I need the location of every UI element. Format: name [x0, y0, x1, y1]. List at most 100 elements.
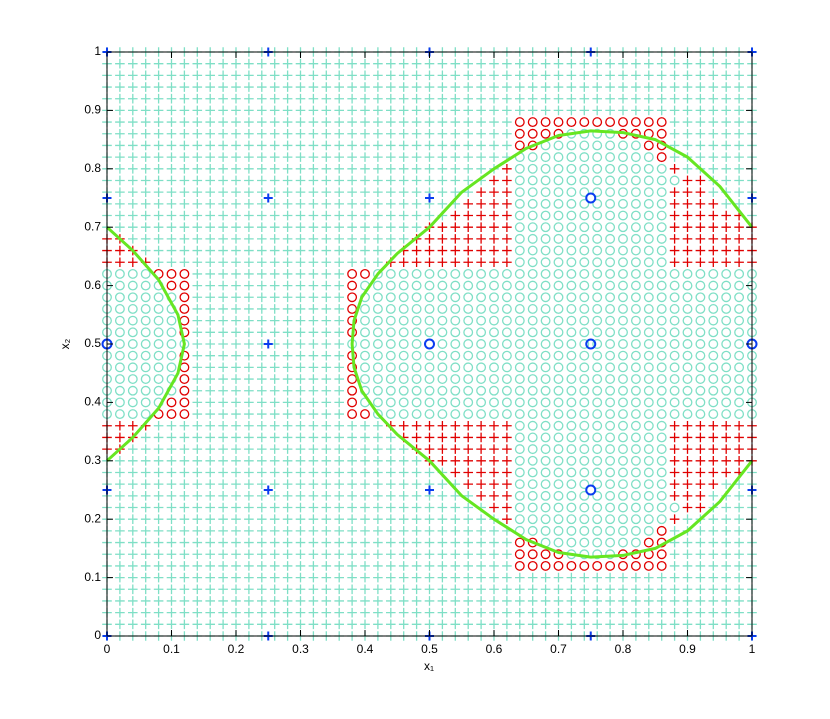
plus-marker [257, 257, 267, 268]
plus-marker [334, 164, 344, 174]
circle-marker [411, 327, 422, 338]
circle-marker [630, 514, 641, 525]
plus-marker [179, 82, 190, 92]
plus-marker [218, 607, 228, 618]
plus-marker [295, 140, 306, 151]
plus-marker [682, 479, 693, 489]
plus-marker [153, 584, 164, 595]
plus-marker [140, 175, 151, 186]
plus-marker [605, 105, 615, 116]
plus-marker [321, 199, 332, 209]
circle-marker [450, 339, 461, 349]
circle-marker [579, 233, 590, 244]
y-tick-label: 0 [94, 628, 101, 642]
plus-marker [347, 164, 357, 174]
plus-marker [411, 420, 422, 431]
circle-marker [618, 233, 628, 244]
plus-marker [476, 257, 486, 268]
plus-marker [269, 456, 280, 466]
plus-marker [115, 432, 125, 443]
plus-marker [192, 140, 203, 151]
circle-marker [514, 514, 525, 525]
plus-marker [489, 210, 499, 221]
circle-marker [592, 455, 603, 466]
circle-marker [411, 409, 422, 420]
plus-marker [708, 619, 719, 630]
plus-marker [269, 304, 280, 314]
plus-marker [308, 82, 319, 92]
plus-marker [502, 619, 512, 630]
plus-marker [579, 596, 590, 606]
plus-marker [489, 432, 499, 443]
plus-marker [269, 164, 280, 174]
plus-marker [321, 117, 332, 127]
plus-marker [721, 140, 731, 151]
plus-marker [721, 117, 731, 127]
plus-marker [231, 58, 241, 69]
circle-marker [424, 385, 435, 396]
plus-marker [269, 467, 280, 478]
plus-marker [437, 140, 448, 151]
circle-marker [579, 560, 590, 571]
plus-marker [334, 584, 344, 595]
plus-marker [605, 572, 615, 583]
plus-marker [373, 70, 383, 81]
circle-marker [643, 327, 654, 338]
plus-marker [734, 175, 744, 186]
plus-marker [398, 572, 409, 583]
plus-marker [527, 82, 538, 92]
circle-marker [127, 385, 138, 396]
plus-marker [321, 572, 332, 583]
plus-marker [179, 222, 190, 232]
plus-marker [282, 140, 293, 151]
circle-marker [527, 245, 538, 256]
plus-marker [231, 257, 241, 268]
plus-marker [218, 245, 228, 256]
circle-marker [553, 187, 564, 198]
plus-marker [463, 596, 473, 606]
circle-marker [114, 304, 125, 314]
circle-marker [476, 409, 487, 420]
plus-marker [140, 222, 151, 232]
circle-marker [618, 280, 628, 291]
circle-marker [540, 374, 551, 384]
circle-marker [553, 514, 564, 525]
circle-marker [579, 397, 590, 408]
plus-marker [321, 304, 332, 314]
circle-marker [618, 198, 628, 209]
plus-marker [321, 502, 332, 513]
circle-marker [643, 315, 654, 326]
plus-marker [308, 362, 319, 373]
plus-marker [128, 152, 138, 162]
plus-marker [476, 70, 486, 81]
plus-marker [463, 140, 473, 151]
plus-marker [128, 70, 138, 81]
circle-marker [695, 339, 706, 349]
plus-marker [205, 385, 215, 396]
plus-marker [721, 257, 731, 268]
plus-marker [115, 491, 125, 501]
plus-marker [489, 584, 499, 595]
circle-marker [592, 432, 603, 443]
plus-marker [360, 549, 370, 560]
circle-marker [605, 292, 616, 303]
plus-marker [656, 70, 667, 81]
plus-marker [166, 93, 177, 104]
plus-marker [308, 432, 319, 443]
plus-marker [553, 607, 564, 618]
plus-marker [631, 70, 641, 81]
plus-marker [244, 397, 254, 408]
plus-marker [295, 502, 306, 513]
plus-marker [179, 584, 190, 595]
plus-marker [347, 572, 357, 583]
plus-marker [476, 479, 486, 489]
circle-marker [140, 374, 151, 384]
plus-marker [424, 467, 435, 478]
circle-marker [501, 374, 512, 384]
circle-marker [585, 192, 597, 204]
circle-marker [527, 210, 538, 221]
circle-marker [630, 245, 641, 256]
plus-marker [347, 70, 357, 81]
circle-marker [669, 362, 680, 373]
circle-marker [656, 128, 667, 139]
